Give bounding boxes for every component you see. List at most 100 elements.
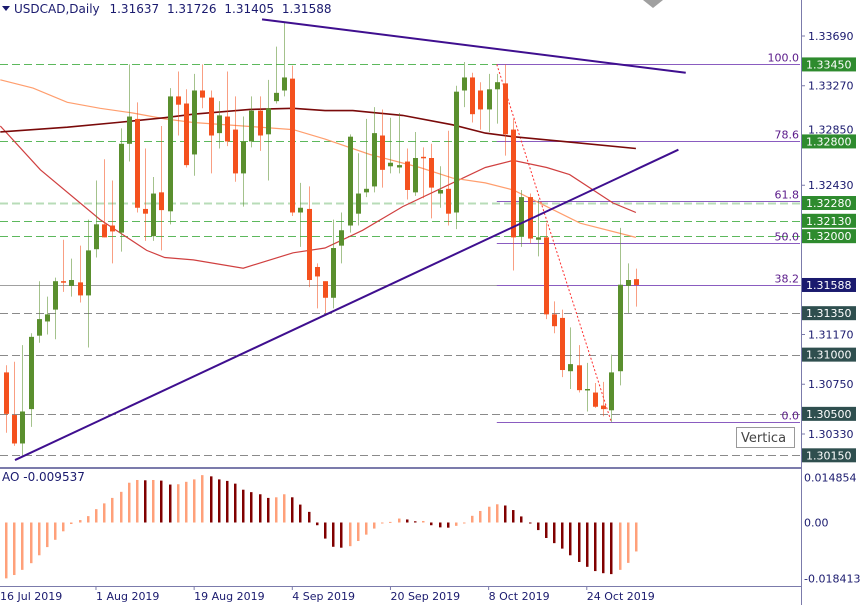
candle-body [151, 193, 156, 237]
fib-level-label: 38.2 [775, 273, 800, 286]
candle-body [249, 110, 254, 142]
candle-body [69, 280, 74, 286]
candle-body [536, 237, 541, 240]
ao-bar [210, 476, 213, 523]
ao-bar [578, 522, 581, 562]
time-tick-label: 24 Oct 2019 [587, 590, 655, 603]
chart-shift-marker-icon[interactable] [643, 0, 663, 8]
candle [69, 258, 74, 297]
candle-body [258, 110, 263, 136]
price-tick-label: 1.30330 [808, 428, 854, 441]
price-level-box[interactable] [802, 406, 856, 421]
ao-bar [193, 479, 196, 523]
candle-body [102, 224, 107, 238]
candle [429, 143, 434, 219]
ao-bar [144, 480, 147, 523]
candle-body [585, 388, 590, 391]
ao-bar [38, 522, 41, 556]
price-level-box[interactable] [802, 134, 856, 149]
ao-bar [242, 489, 245, 523]
candle [78, 245, 83, 303]
ao-bar [439, 522, 442, 528]
candle [495, 73, 500, 124]
candle [209, 90, 214, 174]
tooltip: Vertica [736, 427, 795, 448]
ao-bar [430, 522, 433, 526]
candle [405, 148, 410, 200]
ao-bar [152, 479, 155, 523]
candle [478, 82, 483, 130]
candle [94, 180, 99, 258]
price-tick-label: 1.33270 [808, 80, 854, 93]
price-level-box[interactable] [802, 196, 856, 211]
candle [470, 72, 475, 123]
candle-body [119, 143, 124, 233]
candle [290, 65, 295, 217]
price-level-label: 1.32280 [806, 197, 852, 210]
tooltip-text: Vertica [741, 431, 786, 446]
price-level-box[interactable] [802, 57, 856, 72]
candle [151, 176, 156, 241]
ao-bar [136, 479, 139, 523]
candle [331, 219, 336, 309]
ao-bar [414, 521, 417, 523]
fib-level-label: 61.8 [775, 189, 800, 202]
price-level-box[interactable] [802, 306, 856, 321]
ao-tick-label: 0.014854 [804, 471, 857, 484]
candle-body [478, 90, 483, 110]
ao-bar [5, 522, 8, 579]
ao-bar [561, 522, 564, 549]
candle-body [241, 141, 246, 174]
ascending-support-trendline[interactable] [14, 148, 679, 461]
price-level-box[interactable] [802, 229, 856, 244]
fib-anchor-line[interactable] [496, 64, 612, 423]
candle [511, 118, 516, 271]
descending-resistance-trendline[interactable] [261, 18, 686, 74]
candle-body [61, 281, 66, 283]
candle [168, 88, 173, 225]
candle [609, 354, 614, 423]
candle [298, 182, 303, 247]
price-level-box[interactable] [802, 347, 856, 362]
ao-bar [87, 516, 90, 523]
price-level-label: 1.30500 [806, 408, 852, 421]
ao-label: AO -0.009537 [2, 470, 85, 484]
candle [258, 96, 263, 151]
ao-bar [381, 522, 384, 524]
candle-body [552, 314, 557, 327]
candle-body [487, 89, 492, 110]
candle-body [78, 282, 83, 296]
candle-body [413, 158, 418, 193]
candle-body [397, 165, 402, 168]
collapse-triangle-icon[interactable] [2, 6, 10, 11]
ao-bar [594, 522, 597, 572]
ao-bar [422, 520, 425, 523]
price-tick-label: 1.30750 [808, 378, 854, 391]
ao-bar [169, 484, 172, 523]
candle [552, 301, 557, 334]
ao-bar [357, 522, 360, 542]
ao-bar [79, 520, 82, 523]
price-level-label: 1.31350 [806, 307, 852, 320]
price-level-box[interactable] [802, 213, 856, 228]
candle [364, 118, 369, 198]
candle [454, 85, 459, 230]
candle [143, 148, 148, 241]
ao-bar [406, 519, 409, 523]
candle-body [315, 266, 320, 277]
moving-average-line [0, 107, 636, 150]
ao-bar [70, 522, 73, 525]
ao-bar [512, 510, 515, 523]
ao-bar [201, 475, 204, 523]
ao-bar [365, 522, 368, 535]
candle-body [12, 415, 17, 444]
price-level-label: 1.32000 [806, 230, 852, 243]
candle [446, 130, 451, 226]
candle-body [143, 208, 148, 214]
ao-bar [553, 522, 556, 544]
price-level-box[interactable] [802, 448, 856, 463]
candle-body [20, 411, 25, 444]
ao-bar [185, 481, 188, 523]
candle-body [209, 97, 214, 136]
